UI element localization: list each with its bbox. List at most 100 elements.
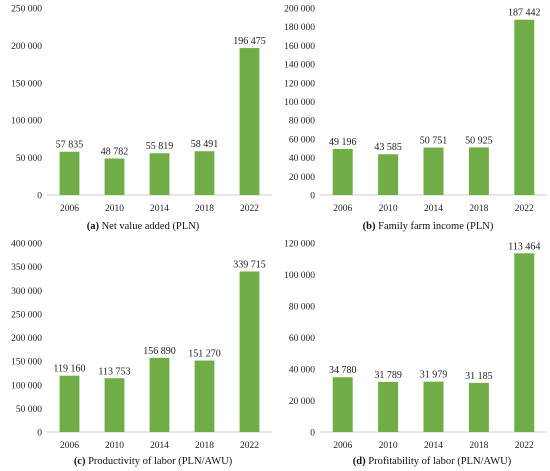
bar (239, 48, 260, 196)
y-tick-label: 200 000 (11, 42, 42, 52)
caption-text: Profitability of labor (PLN/AWU) (366, 456, 512, 467)
y-tick-label: 0 (37, 429, 42, 439)
y-tick-label: 120 000 (284, 240, 315, 250)
data-label: 58 491 (191, 139, 219, 150)
bar (468, 147, 489, 195)
chart-caption: (d) Profitability of labor (PLN/AWU) (353, 456, 512, 467)
y-tick-label: 120 000 (284, 79, 315, 89)
data-label: 113 753 (98, 366, 130, 377)
bar (149, 153, 170, 195)
bar (332, 377, 353, 432)
x-tick-label: 2010 (105, 204, 124, 214)
y-tick-label: 0 (310, 429, 315, 439)
x-tick-label: 2014 (150, 441, 169, 451)
bar (423, 147, 444, 195)
x-tick-label: 2022 (240, 204, 259, 214)
data-label: 50 925 (465, 135, 493, 146)
y-tick-label: 100 000 (284, 98, 315, 108)
bar (514, 253, 535, 432)
x-tick-label: 2018 (195, 441, 214, 451)
bar (104, 378, 125, 432)
data-label: 31 185 (465, 371, 493, 382)
y-tick-label: 200 000 (11, 334, 42, 344)
chart-panel-c: 0 50 000 100 000 150 000 200 000 250 000 300 0… (11, 240, 272, 467)
caption-letter: (d) (353, 456, 366, 467)
x-tick-label: 2010 (105, 441, 124, 451)
data-label: 119 160 (53, 364, 85, 375)
y-tick-label: 60 000 (289, 135, 315, 145)
caption-text: Family farm income (PLN) (376, 221, 494, 232)
x-tick-label: 2006 (333, 204, 352, 214)
bar (194, 360, 215, 432)
data-label: 55 819 (146, 141, 174, 152)
caption-letter: (a) (87, 221, 100, 232)
caption-text: Net value added (PLN) (99, 221, 200, 232)
y-tick-label: 0 (310, 192, 315, 202)
y-tick-label: 350 000 (11, 263, 42, 273)
bar (239, 271, 260, 432)
data-label: 339 715 (233, 259, 266, 270)
y-tick-label: 400 000 (11, 240, 42, 250)
x-tick-label: 2010 (379, 204, 398, 214)
x-tick-label: 2014 (424, 204, 443, 214)
x-tick-label: 2022 (515, 441, 534, 451)
y-tick-label: 250 000 (11, 310, 42, 320)
x-tick-label: 2010 (379, 441, 398, 451)
y-tick-label: 300 000 (11, 287, 42, 297)
y-tick-label: 150 000 (11, 358, 42, 368)
chart-caption: (c) Productivity of labor (PLN/AWU) (74, 456, 233, 467)
y-tick-label: 100 000 (11, 381, 42, 391)
y-tick-label: 140 000 (284, 61, 315, 71)
y-tick-label: 100 000 (11, 117, 42, 127)
data-label: 43 585 (374, 142, 402, 153)
data-label: 31 979 (420, 370, 448, 381)
data-label: 113 464 (508, 241, 540, 252)
data-label: 34 780 (329, 365, 357, 376)
x-tick-label: 2006 (60, 441, 79, 451)
y-tick-label: 100 000 (284, 271, 315, 281)
x-tick-label: 2022 (240, 441, 259, 451)
y-tick-label: 20 000 (289, 397, 315, 407)
x-tick-label: 2014 (150, 204, 169, 214)
caption-text: Productivity of labor (PLN/AWU) (85, 456, 232, 467)
bar (514, 19, 535, 195)
y-tick-label: 200 000 (284, 5, 315, 15)
y-tick-label: 60 000 (289, 334, 315, 344)
y-tick-label: 40 000 (289, 366, 315, 376)
y-tick-label: 80 000 (289, 117, 315, 127)
data-label: 156 890 (143, 346, 176, 357)
data-label: 151 270 (188, 349, 221, 360)
x-tick-label: 2018 (195, 204, 214, 214)
bar (468, 382, 489, 432)
y-tick-label: 50 000 (16, 405, 42, 415)
data-label: 48 782 (101, 147, 129, 158)
bar (332, 149, 353, 195)
data-label: 49 196 (329, 137, 357, 148)
chart-panel-d: 0 20 000 40 000 60 000 80 000 100 000 120 000 3… (284, 240, 547, 467)
x-tick-label: 2006 (60, 204, 79, 214)
bar (104, 158, 125, 195)
bar (423, 381, 444, 432)
y-tick-label: 20 000 (289, 173, 315, 183)
y-tick-label: 160 000 (284, 42, 315, 52)
bar (149, 357, 170, 432)
bar (194, 151, 215, 195)
x-tick-label: 2018 (469, 441, 488, 451)
bar (378, 381, 399, 432)
y-tick-label: 80 000 (289, 303, 315, 313)
y-tick-label: 40 000 (289, 154, 315, 164)
data-label: 50 751 (420, 136, 448, 147)
chart-caption: (a) Net value added (PLN) (87, 221, 200, 232)
y-tick-label: 150 000 (11, 79, 42, 89)
chart-caption: (b) Family farm income (PLN) (363, 221, 494, 232)
y-tick-label: 250 000 (11, 5, 42, 15)
data-label: 31 789 (374, 370, 402, 381)
y-tick-label: 0 (37, 192, 42, 202)
bar (59, 375, 80, 432)
bar (59, 151, 80, 195)
chart-panel-a: 0 50 000 100 000 150 000 200 000 250 000 57 83… (11, 5, 272, 232)
data-label: 57 835 (56, 140, 84, 151)
x-tick-label: 2018 (469, 204, 488, 214)
caption-letter: (b) (363, 221, 376, 232)
